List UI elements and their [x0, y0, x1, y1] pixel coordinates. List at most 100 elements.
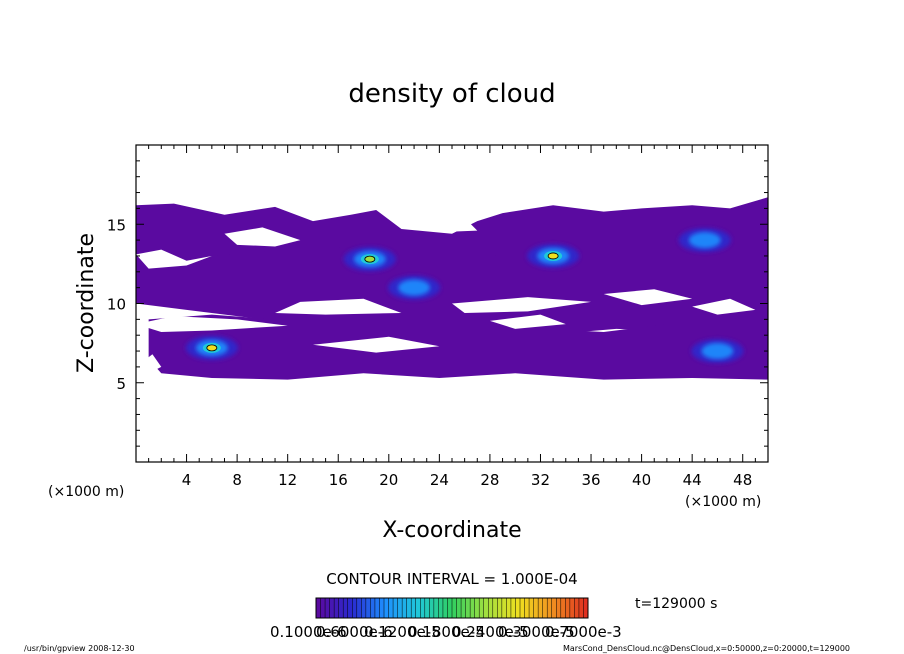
colorbar-swatch [338, 598, 344, 618]
colorbar-swatch [352, 598, 358, 618]
colorbar-frame [315, 597, 589, 619]
colorbar-swatch [334, 598, 339, 618]
colorbar-swatch [560, 598, 566, 618]
colorbar-swatch [578, 598, 584, 618]
colorbar-label: 0.1200e-5 [364, 623, 441, 641]
colorbar-swatch [365, 598, 371, 618]
colorbar-swatch [551, 598, 557, 618]
density-core [527, 243, 580, 268]
cloud-gap [136, 249, 212, 269]
colorbar-swatch [325, 598, 330, 618]
cloud-gap [275, 298, 402, 315]
footer-right: MarsCond_DensCloud.nc@DensCloud,x=0:5000… [563, 644, 850, 653]
cloud-gap [224, 227, 301, 247]
colorbar-label: 0.1000e-6 [270, 623, 347, 641]
colorbar-swatch [565, 598, 571, 618]
colorbar-swatch [361, 598, 367, 618]
colorbar-label: 0.1800e-5 [408, 623, 485, 641]
colorbar-swatch [497, 598, 503, 618]
x-tick-label: 12 [278, 471, 297, 489]
colorbar-swatch [406, 598, 412, 618]
colorbar-swatch [347, 598, 353, 618]
x-tick-label: 4 [182, 471, 192, 489]
cloud-gap [692, 298, 756, 315]
colorbar-swatch [533, 598, 539, 618]
colorbar-swatch [374, 598, 380, 618]
x-unit-left: (×1000 m) [48, 484, 124, 500]
cloud-gap [452, 297, 592, 314]
x-tick-label: 36 [581, 471, 600, 489]
colorbar-swatch [479, 598, 485, 618]
density-core [678, 228, 731, 253]
colorbar-swatch [456, 598, 462, 618]
colorbar-swatch [520, 598, 525, 618]
colorbar-swatch [515, 598, 521, 618]
colorbar-swatch [483, 598, 489, 618]
cloud-density-field [136, 197, 768, 380]
colorbar-swatch [538, 598, 543, 618]
colorbar-swatch [320, 598, 326, 618]
chart-title: density of cloud [348, 79, 555, 109]
x-tick-label: 40 [632, 471, 651, 489]
colorbar-swatch [438, 598, 444, 618]
colorbar-swatch [384, 598, 389, 618]
colorbar-swatch [424, 598, 430, 618]
colorbar-swatch [329, 598, 335, 618]
colorbar-swatch [465, 598, 471, 618]
colorbar-swatch [420, 598, 426, 618]
colorbar-swatch [393, 598, 398, 618]
colorbar-label: 0.6000e-6 [316, 623, 393, 641]
colorbar-swatch [506, 598, 512, 618]
cloud-gap [312, 336, 440, 353]
colorbar-swatch [574, 598, 580, 618]
colorbar-label: 0.7000e-3 [545, 623, 622, 641]
colorbar-swatch [447, 598, 453, 618]
colorbar-swatch [442, 598, 448, 618]
density-core [343, 247, 396, 272]
x-tick-label: 20 [379, 471, 398, 489]
colorbar-swatch [492, 598, 498, 618]
x-tick-label: 48 [733, 471, 752, 489]
colorbar-swatch [452, 598, 457, 618]
colorbar-swatch [397, 598, 403, 618]
colorbar-swatch [433, 598, 439, 618]
cloud-gap [426, 217, 478, 233]
time-label: t=129000 s [635, 596, 717, 612]
colorbar-swatch [411, 598, 417, 618]
colorbar-labels: 0.1000e-60.6000e-60.1200e-50.1800e-50.24… [270, 623, 622, 641]
x-tick-label: 44 [683, 471, 702, 489]
x-tick-label: 28 [480, 471, 499, 489]
density-core [185, 335, 238, 360]
colorbar-swatch [524, 598, 530, 618]
cloud-gap [603, 289, 693, 306]
x-tick-label: 24 [430, 471, 449, 489]
x-tick-label: 16 [329, 471, 348, 489]
colorbar-swatch [343, 598, 349, 618]
colorbar-swatch [461, 598, 466, 618]
density-core [691, 339, 744, 364]
x-tick-label: 8 [232, 471, 242, 489]
colorbar-swatch [415, 598, 421, 618]
y-tick-label: 15 [107, 216, 126, 234]
colorbar-swatch [583, 598, 589, 618]
y-tick-label: 10 [107, 296, 126, 314]
footer-left: /usr/bin/gpview 2008-12-30 [24, 644, 135, 653]
colorbar-swatch [470, 598, 475, 618]
colorbar-label: 0.3000e-5 [498, 623, 575, 641]
colorbar-swatch [547, 598, 553, 618]
cloud-gap [136, 354, 162, 374]
colorbar-swatch [356, 598, 362, 618]
colorbar-swatch [388, 598, 394, 618]
colorbar-swatch [474, 598, 480, 618]
colorbar-swatch [370, 598, 376, 618]
colorbar-label: 0.2400e-5 [452, 623, 529, 641]
x-tick-label: 32 [531, 471, 550, 489]
cloud-gap [136, 316, 288, 333]
colorbar-swatch [379, 598, 385, 618]
colorbar-swatch [569, 598, 575, 618]
colorbar-swatch [510, 598, 516, 618]
colorbar-swatch [488, 598, 494, 618]
colorbar-swatch [402, 598, 407, 618]
x-unit-right: (×1000 m) [685, 494, 761, 510]
